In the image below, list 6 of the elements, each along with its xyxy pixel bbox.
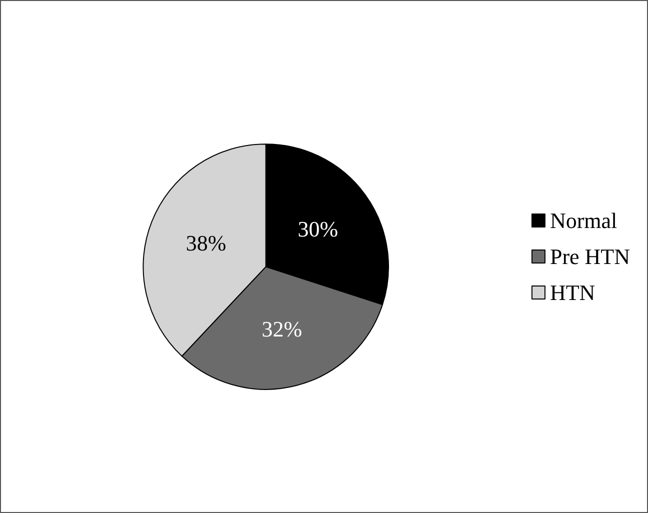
- data-label: 38%: [186, 230, 226, 256]
- data-label: 32%: [262, 316, 302, 342]
- legend-label: Normal: [550, 208, 618, 233]
- data-label: 30%: [298, 216, 338, 242]
- legend-label: Pre HTN: [550, 244, 630, 269]
- legend-label: HTN: [550, 280, 596, 305]
